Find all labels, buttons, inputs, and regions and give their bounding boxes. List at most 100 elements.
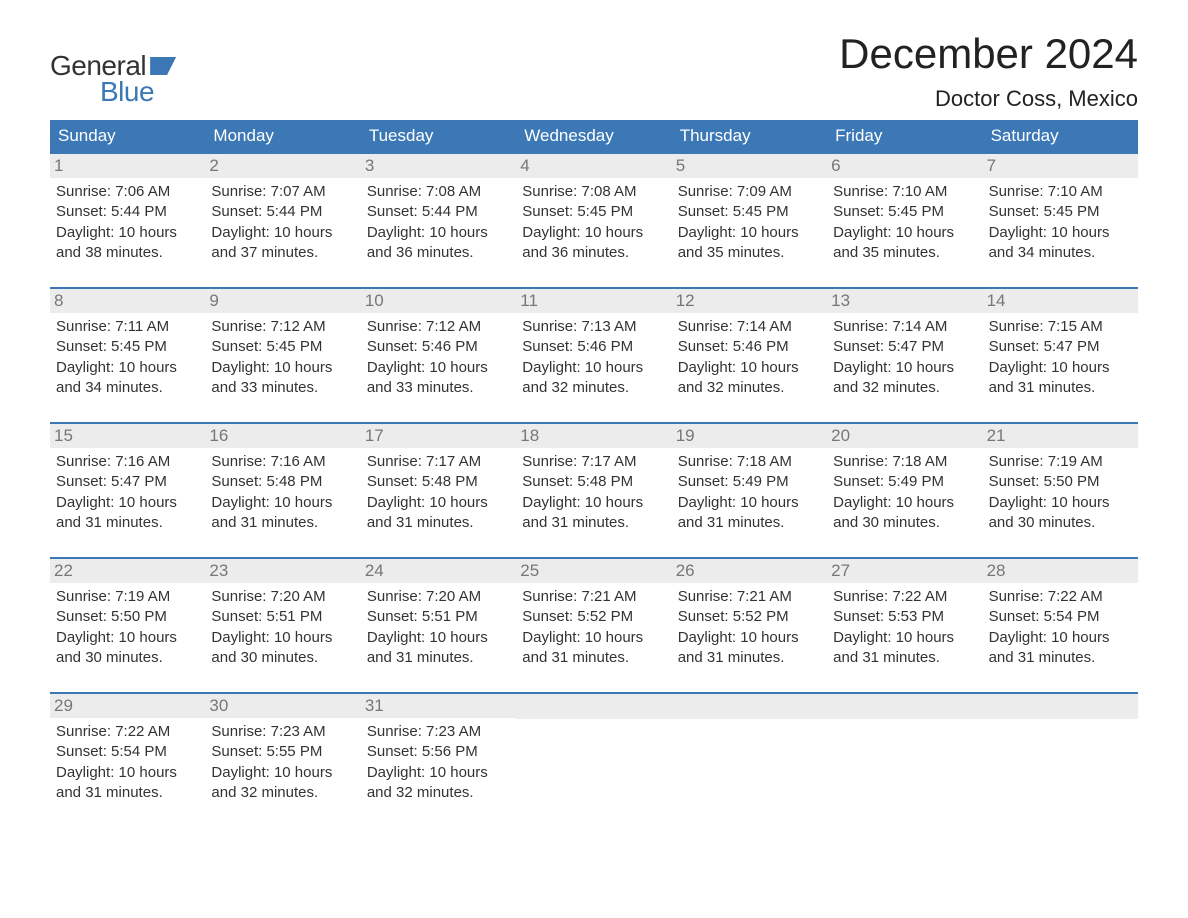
day-sunrise: Sunrise: 7:14 AM [833,317,976,337]
day-cell: 9Sunrise: 7:12 AMSunset: 5:45 PMDaylight… [205,289,360,408]
day-details: Sunrise: 7:21 AMSunset: 5:52 PMDaylight:… [522,587,665,668]
day-sunset: Sunset: 5:44 PM [56,202,199,222]
day-sunset: Sunset: 5:45 PM [678,202,821,222]
day-cell: 19Sunrise: 7:18 AMSunset: 5:49 PMDayligh… [672,424,827,543]
day-daylight2: and 36 minutes. [522,243,665,263]
day-daylight2: and 37 minutes. [211,243,354,263]
day-daylight1: Daylight: 10 hours [678,493,821,513]
day-number: 19 [672,424,827,448]
day-daylight1: Daylight: 10 hours [367,358,510,378]
day-daylight1: Daylight: 10 hours [522,223,665,243]
brand-flag-icon [150,57,176,75]
day-details: Sunrise: 7:12 AMSunset: 5:45 PMDaylight:… [211,317,354,398]
day-daylight1: Daylight: 10 hours [367,223,510,243]
day-sunset: Sunset: 5:47 PM [833,337,976,357]
day-daylight2: and 31 minutes. [989,648,1132,668]
day-daylight2: and 32 minutes. [678,378,821,398]
day-cell: 7Sunrise: 7:10 AMSunset: 5:45 PMDaylight… [983,154,1138,273]
day-details: Sunrise: 7:08 AMSunset: 5:44 PMDaylight:… [367,182,510,263]
title-block: December 2024 Doctor Coss, Mexico [839,30,1138,112]
day-cell: 20Sunrise: 7:18 AMSunset: 5:49 PMDayligh… [827,424,982,543]
day-details: Sunrise: 7:17 AMSunset: 5:48 PMDaylight:… [367,452,510,533]
day-sunset: Sunset: 5:45 PM [833,202,976,222]
day-sunset: Sunset: 5:56 PM [367,742,510,762]
day-cell: 31 Sunrise: 7:23 AMSunset: 5:56 PMDayligh… [361,694,516,813]
day-cell: 12Sunrise: 7:14 AMSunset: 5:46 PMDayligh… [672,289,827,408]
day-sunset: Sunset: 5:50 PM [989,472,1132,492]
day-cell: 22Sunrise: 7:19 AMSunset: 5:50 PMDayligh… [50,559,205,678]
location-subtitle: Doctor Coss, Mexico [839,86,1138,112]
day-cell: 8Sunrise: 7:11 AMSunset: 5:45 PMDaylight… [50,289,205,408]
day-cell: 2Sunrise: 7:07 AMSunset: 5:44 PMDaylight… [205,154,360,273]
day-sunset: Sunset: 5:52 PM [678,607,821,627]
day-daylight1: Daylight: 10 hours [211,493,354,513]
day-header-cell: Saturday [983,120,1138,152]
day-details: Sunrise: 7:12 AMSunset: 5:46 PMDaylight:… [367,317,510,398]
day-details: Sunrise: 7:14 AMSunset: 5:47 PMDaylight:… [833,317,976,398]
day-cell: 14Sunrise: 7:15 AMSunset: 5:47 PMDayligh… [983,289,1138,408]
day-sunrise: Sunrise: 7:11 AM [56,317,199,337]
day-daylight2: and 30 minutes. [833,513,976,533]
day-daylight1: Daylight: 10 hours [678,358,821,378]
day-daylight1: Daylight: 10 hours [989,223,1132,243]
day-sunrise: Sunrise: 7:17 AM [367,452,510,472]
day-daylight2: and 36 minutes. [367,243,510,263]
empty-day-strip [516,694,671,719]
day-header-cell: Friday [827,120,982,152]
day-daylight1: Daylight: 10 hours [522,358,665,378]
day-daylight2: and 32 minutes. [833,378,976,398]
day-daylight2: and 31 minutes. [522,648,665,668]
day-cell [516,694,671,813]
day-sunrise: Sunrise: 7:22 AM [56,722,199,742]
day-sunrise: Sunrise: 7:10 AM [833,182,976,202]
day-header-cell: Sunday [50,120,205,152]
day-daylight2: and 31 minutes. [678,513,821,533]
day-details: Sunrise: 7:13 AMSunset: 5:46 PMDaylight:… [522,317,665,398]
day-daylight1: Daylight: 10 hours [56,763,199,783]
day-details: Sunrise: 7:08 AMSunset: 5:45 PMDaylight:… [522,182,665,263]
day-sunrise: Sunrise: 7:22 AM [989,587,1132,607]
day-daylight2: and 31 minutes. [989,378,1132,398]
day-cell: 4 Sunrise: 7:08 AMSunset: 5:45 PMDaylight… [516,154,671,273]
day-sunrise: Sunrise: 7:12 AM [367,317,510,337]
day-details: Sunrise: 7:21 AMSunset: 5:52 PMDaylight:… [678,587,821,668]
day-daylight2: and 35 minutes. [833,243,976,263]
day-sunset: Sunset: 5:45 PM [211,337,354,357]
day-sunrise: Sunrise: 7:20 AM [211,587,354,607]
day-daylight2: and 31 minutes. [833,648,976,668]
day-number: 22 [50,559,205,583]
day-number: 12 [672,289,827,313]
brand-logo: General Blue [50,30,176,108]
day-details: Sunrise: 7:10 AMSunset: 5:45 PMDaylight:… [833,182,976,263]
day-details: Sunrise: 7:06 AMSunset: 5:44 PMDaylight:… [56,182,199,263]
day-number: 1 [50,154,205,178]
day-daylight2: and 31 minutes. [522,513,665,533]
day-details: Sunrise: 7:22 AMSunset: 5:54 PMDaylight:… [989,587,1132,668]
day-sunset: Sunset: 5:54 PM [56,742,199,762]
day-daylight1: Daylight: 10 hours [367,763,510,783]
day-sunrise: Sunrise: 7:07 AM [211,182,354,202]
day-daylight2: and 31 minutes. [56,513,199,533]
header-row: General Blue December 2024 Doctor Coss, … [50,30,1138,112]
day-number: 18 [516,424,671,448]
day-daylight2: and 31 minutes. [56,783,199,803]
day-sunset: Sunset: 5:49 PM [833,472,976,492]
day-daylight1: Daylight: 10 hours [211,763,354,783]
day-details: Sunrise: 7:07 AMSunset: 5:44 PMDaylight:… [211,182,354,263]
empty-day-strip [983,694,1138,719]
day-sunset: Sunset: 5:45 PM [56,337,199,357]
day-number: 4 [516,154,671,178]
day-daylight2: and 32 minutes. [211,783,354,803]
day-details: Sunrise: 7:11 AMSunset: 5:45 PMDaylight:… [56,317,199,398]
day-number: 6 [827,154,982,178]
day-sunrise: Sunrise: 7:23 AM [367,722,510,742]
day-cell: 1 Sunrise: 7:06 AMSunset: 5:44 PMDaylight… [50,154,205,273]
day-number: 21 [983,424,1138,448]
day-sunset: Sunset: 5:44 PM [211,202,354,222]
day-daylight1: Daylight: 10 hours [833,223,976,243]
day-number: 31 [361,694,516,718]
day-cell: 25Sunrise: 7:21 AMSunset: 5:52 PMDayligh… [516,559,671,678]
empty-day-strip [827,694,982,719]
day-sunset: Sunset: 5:48 PM [367,472,510,492]
day-daylight1: Daylight: 10 hours [56,358,199,378]
